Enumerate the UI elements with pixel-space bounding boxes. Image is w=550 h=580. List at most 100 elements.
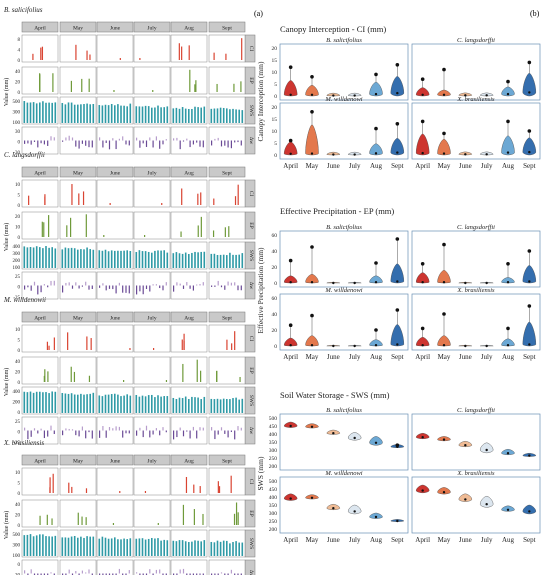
x-tick-label: Aug (370, 162, 383, 170)
bar-mark (65, 137, 67, 141)
median-point (485, 503, 488, 506)
bar-mark (65, 428, 67, 431)
bar-mark (43, 140, 45, 145)
bar-mark (182, 430, 185, 437)
facet-panel (21, 211, 59, 240)
bar-mark (139, 140, 141, 148)
variable-strip-label: CI (248, 46, 254, 52)
bar-mark (199, 573, 201, 575)
bar-mark (230, 282, 232, 286)
bar-mark (129, 348, 131, 350)
tick-label: 400 (269, 495, 278, 501)
bar-mark (122, 136, 124, 141)
bar-mark (188, 399, 190, 413)
tick-label: 5 (18, 482, 21, 487)
bar-mark (144, 235, 146, 237)
bar-mark (125, 285, 127, 293)
bar-mark (44, 196, 46, 205)
bar-mark (75, 44, 77, 60)
species-title-left: C. langsdorffii (4, 151, 45, 159)
bar-mark (86, 103, 88, 123)
bar-mark (122, 430, 124, 438)
median-point (528, 510, 531, 513)
y-axis-label: Value (mm) (3, 78, 10, 107)
bar-mark (189, 140, 191, 148)
bar-mark (166, 540, 169, 556)
bar-mark (230, 475, 232, 493)
bar-mark (213, 52, 215, 60)
bar-mark (141, 106, 144, 123)
tick-label: 450 (269, 424, 278, 430)
bar-mark (217, 137, 219, 141)
bar-mark (80, 104, 82, 123)
bar-mark (61, 537, 64, 556)
bar-mark (37, 430, 39, 434)
x-tick-label: Aug (502, 536, 515, 544)
month-header-label: Sept (222, 459, 232, 465)
bar-mark (176, 137, 178, 141)
bar-mark (235, 541, 237, 556)
median-point (442, 93, 446, 97)
bar-mark (89, 393, 91, 413)
median-point (374, 92, 378, 96)
bar-mark (227, 281, 229, 286)
x-tick-label: June (327, 536, 340, 544)
bar-mark (184, 396, 187, 413)
bar-mark (120, 396, 122, 413)
bar-mark (52, 73, 54, 92)
species-title-left: B. salicifolius (4, 6, 43, 14)
bar-mark (29, 534, 32, 556)
bar-mark (196, 140, 198, 143)
bar-mark (82, 191, 85, 205)
x-tick-label: April (415, 353, 430, 361)
bar-mark (230, 140, 232, 149)
facet-panel (411, 476, 541, 534)
month-header-label: April (34, 26, 46, 32)
month-header-label: May (73, 316, 83, 322)
bar-mark (107, 251, 110, 268)
x-tick-label: April (415, 536, 430, 544)
bar-mark (68, 428, 70, 431)
bar-mark (202, 282, 204, 286)
bar-mark (227, 430, 229, 438)
bar-mark (196, 359, 198, 382)
tick-label: 0 (18, 349, 21, 354)
tick-label: 400 (269, 432, 278, 438)
bar-mark (191, 108, 193, 123)
bar-mark (32, 102, 35, 123)
outlier-point (374, 126, 378, 131)
month-header-label: July (147, 171, 156, 177)
bar-mark (239, 376, 241, 382)
bar-mark (26, 247, 29, 268)
bar-mark (107, 105, 110, 123)
bar-mark (151, 537, 153, 556)
median-point (528, 343, 531, 346)
bar-mark (216, 254, 219, 268)
variable-strip-label: SWS (248, 250, 254, 261)
x-tick-label: June (327, 353, 340, 361)
month-header (21, 166, 59, 178)
bar-mark (139, 285, 141, 292)
bar-mark (110, 394, 113, 413)
month-header-label: June (110, 26, 121, 32)
bar-mark (37, 285, 39, 295)
bar-mark (188, 254, 190, 268)
bar-mark (195, 80, 197, 92)
month-header-label: April (34, 459, 46, 465)
bar-mark (45, 536, 47, 556)
facet-panel (133, 499, 171, 528)
bar-mark (197, 540, 199, 556)
tick-label: 500 (13, 100, 21, 105)
bar-mark (166, 106, 169, 123)
month-header (59, 454, 97, 466)
outlier-point (395, 237, 400, 241)
bar-mark (81, 426, 83, 431)
bar-mark (80, 393, 82, 413)
variable-strip-label: EP (248, 77, 254, 83)
bar-mark (23, 391, 26, 413)
bar-mark (241, 253, 244, 268)
bar-mark (213, 253, 216, 268)
bar-mark (62, 140, 64, 142)
median-point (310, 93, 314, 97)
bar-mark (155, 428, 157, 431)
